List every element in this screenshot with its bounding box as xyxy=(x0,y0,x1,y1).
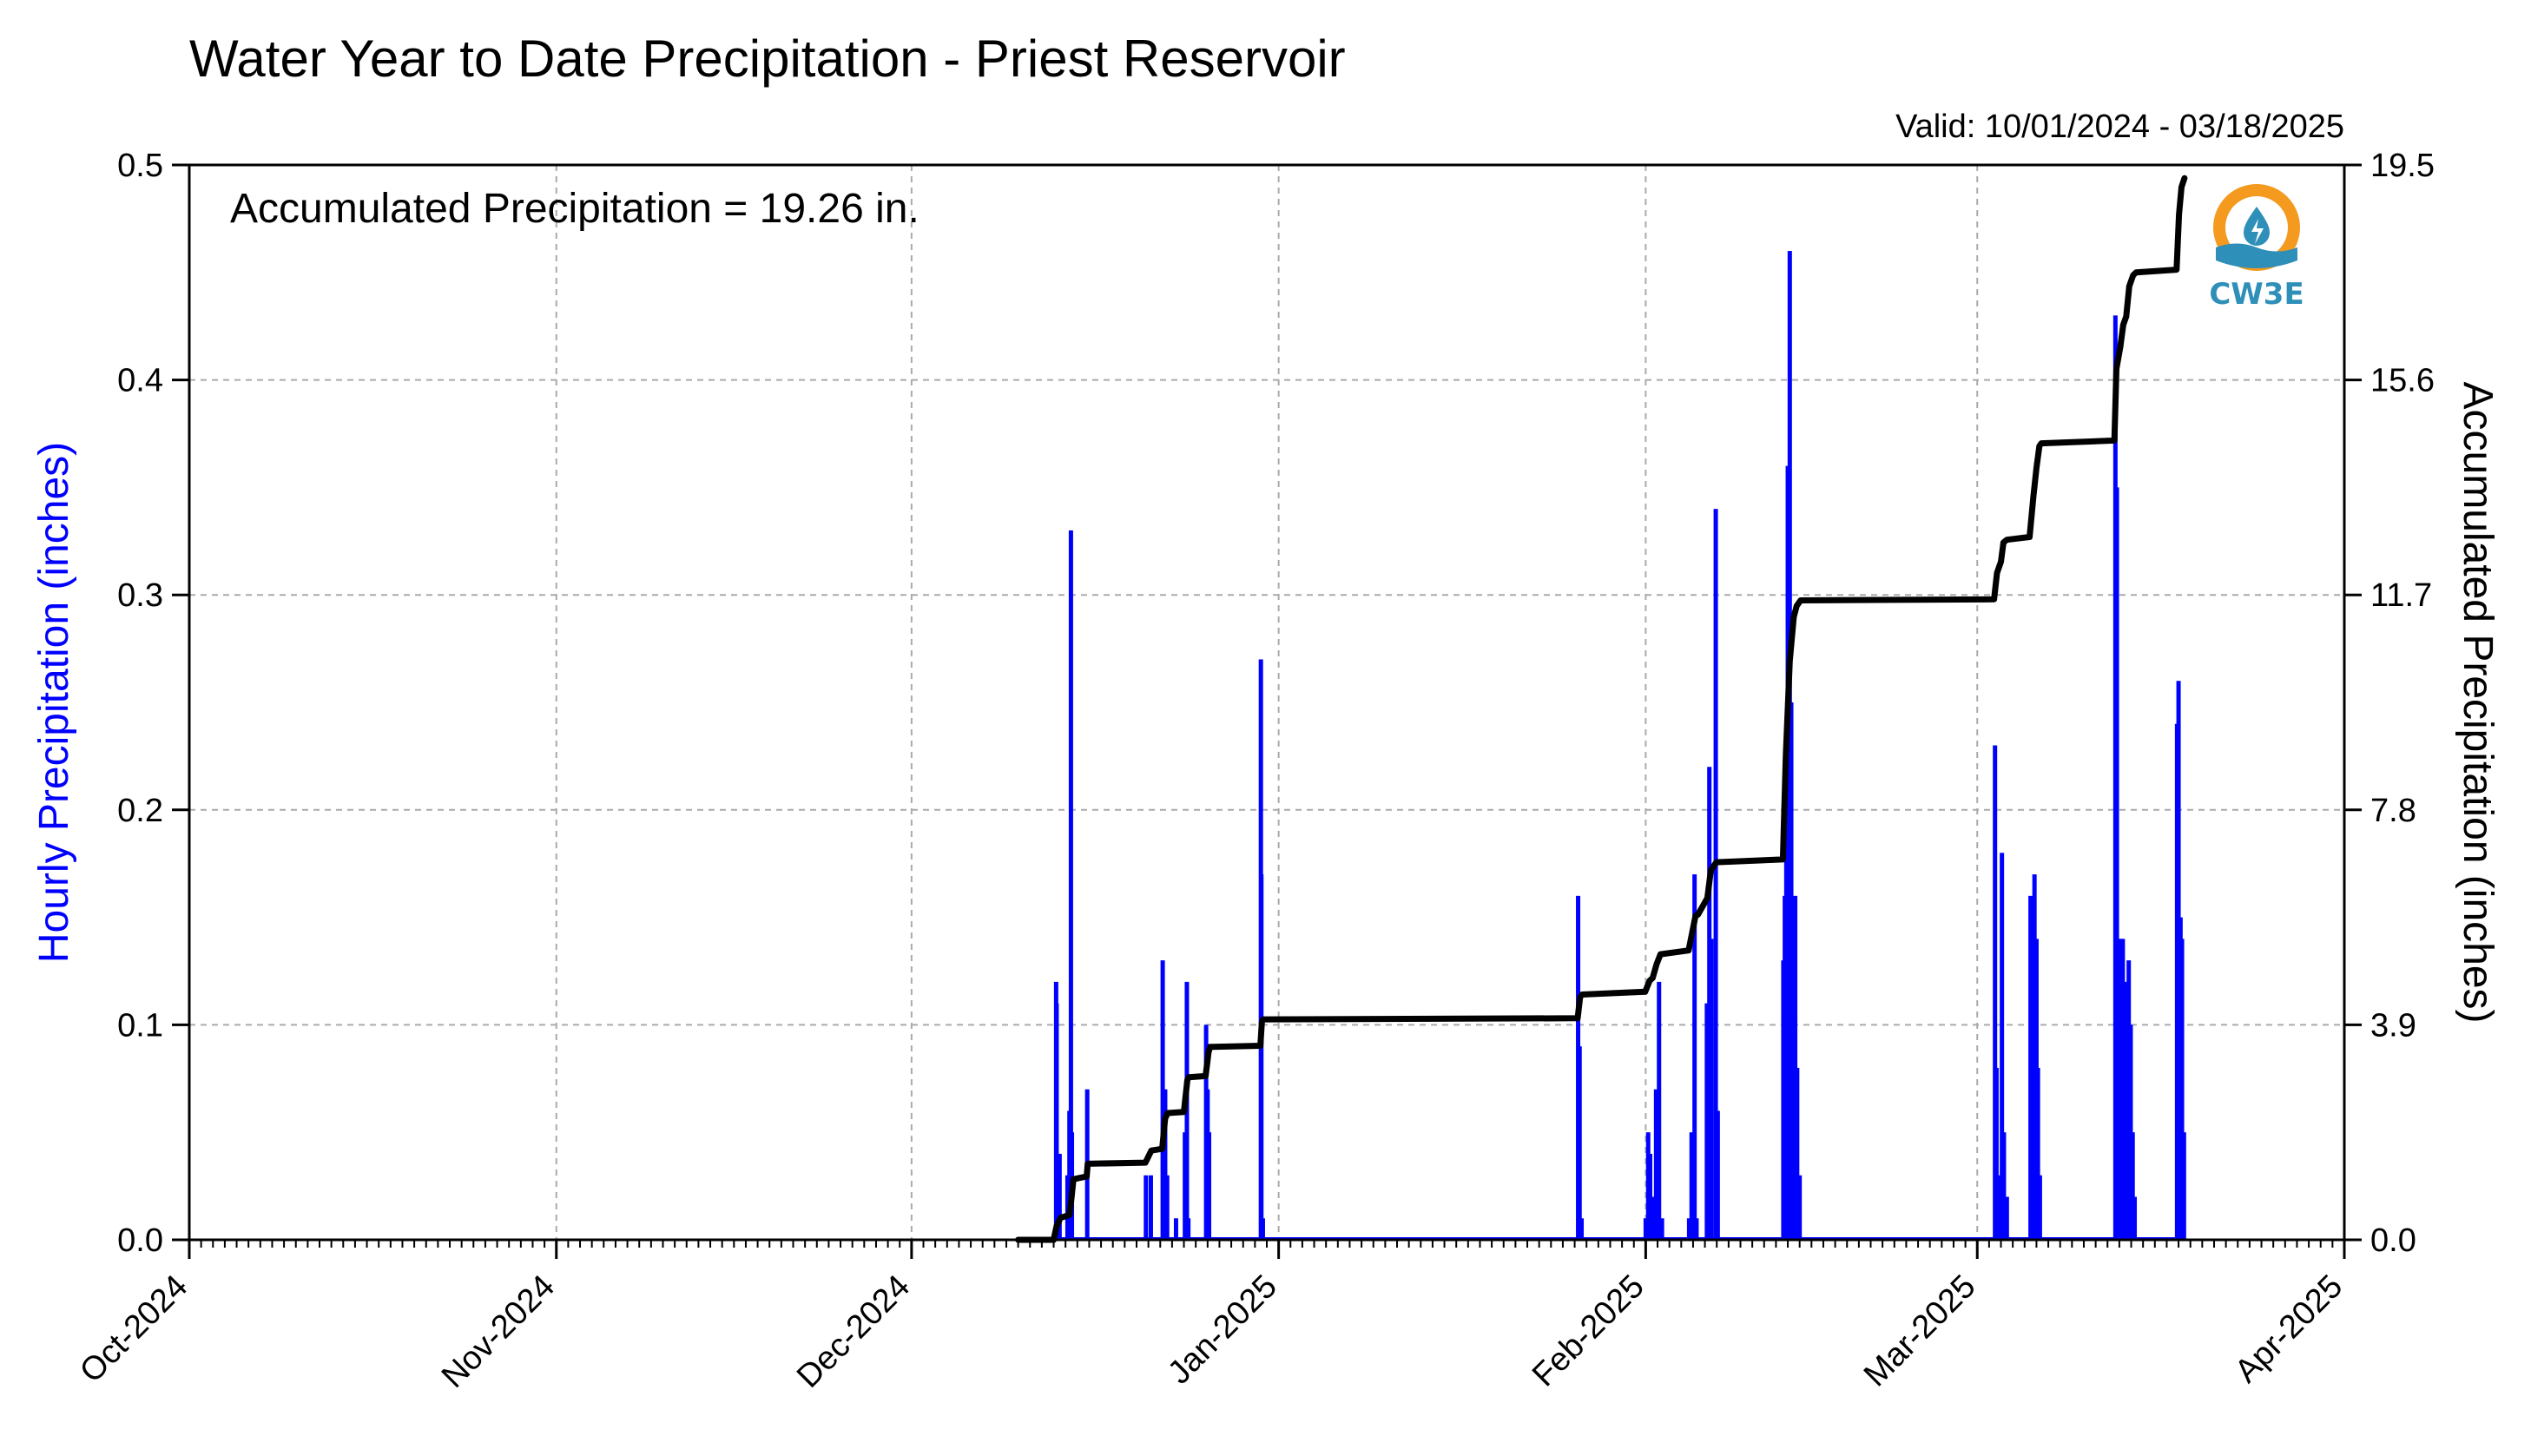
hourly-precip-bar xyxy=(2130,1132,2135,1240)
hourly-precip-bar xyxy=(1994,1067,1999,1240)
hourly-precip-bar xyxy=(1577,1046,1582,1240)
hourly-precip-bar xyxy=(1704,1003,1710,1240)
hourly-precip-bar xyxy=(1795,1067,1800,1240)
valid-date-range: Valid: 10/01/2024 - 03/18/2025 xyxy=(1895,109,2344,145)
hourly-precip-bar xyxy=(1651,1196,1656,1240)
right-y-axis: 0.0 3.9 7.8 11.7 15.6 19.5 xyxy=(2344,148,2435,1259)
left-y-axis-label: Hourly Precipitation (inches) xyxy=(31,442,77,963)
hourly-precip-bar xyxy=(1160,960,1165,1240)
hourly-precip-bar xyxy=(2132,1196,2138,1240)
hourly-precip-bar xyxy=(1173,1218,1178,1240)
right-y-tick-label: 7.8 xyxy=(2370,793,2416,829)
hourly-precip-bar xyxy=(2035,1067,2040,1240)
hourly-precip-bar xyxy=(1186,1218,1191,1240)
hourly-precip-bar xyxy=(1643,1218,1648,1240)
hourly-precip-bar xyxy=(1659,1218,1664,1240)
hourly-precip-bar xyxy=(1692,874,1697,1240)
right-y-tick-label: 3.9 xyxy=(2370,1007,2416,1044)
left-y-tick-label: 0.0 xyxy=(117,1222,163,1259)
chart-title: Water Year to Date Precipitation - Pries… xyxy=(189,30,1346,88)
left-y-tick-label: 0.4 xyxy=(117,363,163,399)
hourly-precip-bar xyxy=(1259,874,1264,1240)
hourly-precip-bar xyxy=(1686,1218,1691,1240)
hourly-precip-bar xyxy=(2120,939,2126,1240)
hourly-precip-bar xyxy=(1996,1175,2001,1240)
hourly-precip-bar xyxy=(1789,702,1794,1240)
hourly-precip-bar xyxy=(2000,853,2005,1240)
hourly-precip-bar xyxy=(1068,530,1073,1240)
hourly-precip-bar xyxy=(1689,1132,1694,1240)
hourly-precip-bar xyxy=(1993,745,1998,1240)
hourly-precip-bar xyxy=(1144,1175,1149,1240)
logo-text: CW3E xyxy=(2209,277,2304,312)
cw3e-logo: CW3E xyxy=(2209,184,2304,312)
hourly-precip-bar xyxy=(1057,1153,1062,1240)
hourly-precip-bar xyxy=(2114,487,2119,1240)
hourly-precip-bar xyxy=(1694,1218,1699,1240)
right-y-axis-label: Accumulated Precipitation (inches) xyxy=(2455,381,2501,1023)
hourly-precip-bar xyxy=(2181,1132,2186,1240)
hourly-precip-bar xyxy=(1657,981,1662,1240)
accumulated-precipitation-line xyxy=(1015,175,2188,1243)
hourly-precip-bar xyxy=(1163,1089,1168,1240)
left-y-tick-label: 0.1 xyxy=(117,1007,163,1044)
accumulated-total-annotation: Accumulated Precipitation = 19.26 in. xyxy=(230,186,919,232)
hourly-precip-bar xyxy=(1164,1175,1170,1240)
hourly-precip-bar xyxy=(1793,895,1798,1240)
hourly-precip-bar xyxy=(2001,1132,2007,1240)
hourly-precip-bar xyxy=(1713,509,1718,1240)
hourly-precip-bar xyxy=(2004,1196,2009,1240)
hourly-precip-bar xyxy=(2116,1046,2121,1240)
hourly-precip-bar xyxy=(1579,1218,1585,1240)
hourly-precip-bar xyxy=(1653,1089,1658,1240)
hourly-precip-bar xyxy=(2179,939,2185,1240)
hourly-precip-bar xyxy=(1148,1175,1153,1240)
hourly-precip-bar xyxy=(1054,1003,1059,1240)
hourly-precip-bar xyxy=(2037,1175,2042,1240)
left-y-tick-label: 0.3 xyxy=(117,577,163,614)
right-y-tick-label: 15.6 xyxy=(2370,363,2435,399)
left-y-tick-label: 0.5 xyxy=(117,148,163,184)
hourly-precip-bar xyxy=(1797,1175,1803,1240)
left-y-tick-label: 0.2 xyxy=(117,793,163,829)
grid-lines xyxy=(189,165,2344,1240)
hourly-precip-bar xyxy=(1207,1132,1212,1240)
left-y-axis: 0.0 0.1 0.2 0.3 0.4 0.5 xyxy=(117,148,189,1259)
hourly-precip-bar xyxy=(1715,1110,1720,1240)
right-y-tick-label: 11.7 xyxy=(2370,577,2432,614)
hourly-precip-bar xyxy=(1260,1218,1265,1240)
hourly-precip-bar xyxy=(1648,1153,1653,1240)
right-y-tick-label: 19.5 xyxy=(2370,148,2435,184)
right-y-tick-label: 0.0 xyxy=(2370,1222,2416,1259)
hourly-precip-bar xyxy=(1709,939,1714,1240)
